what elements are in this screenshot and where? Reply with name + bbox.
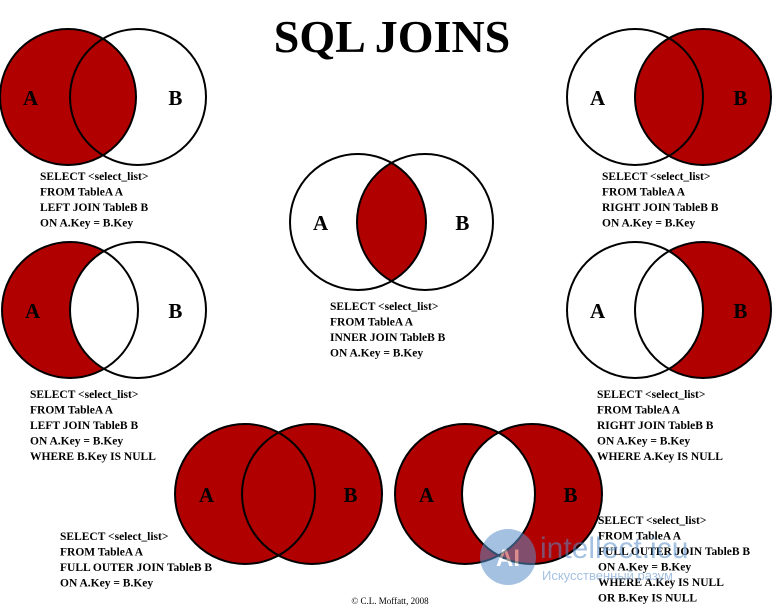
- circle-b-outline: [69, 28, 207, 166]
- join-diagram: A B SELECT <select_list> FROM TableA A FULL …: [60, 423, 383, 590]
- intersection: [462, 424, 535, 564]
- sql-line: RIGHT JOIN TableB B: [602, 202, 719, 214]
- sql-line: WHERE A.Key IS NULL: [597, 451, 723, 463]
- sql-line: WHERE B.Key IS NULL: [30, 451, 156, 463]
- watermark-brand: intellect.icu: [540, 532, 688, 565]
- circle-b-outline: [634, 241, 772, 379]
- label-a: A: [590, 299, 606, 323]
- title: SQL JOINS: [274, 11, 511, 62]
- label-a: A: [590, 86, 606, 110]
- circle-b-outline: [634, 28, 772, 166]
- label-a: A: [199, 483, 215, 507]
- watermark-logo-text: AI: [496, 545, 520, 572]
- intersection: [70, 29, 136, 165]
- circle-a-outline: [1, 241, 139, 379]
- sql-line: ON A.Key = B.Key: [602, 218, 695, 230]
- label-b: B: [455, 211, 469, 235]
- join-diagram: A B SELECT <select_list> FROM TableA A FULL …: [394, 423, 750, 605]
- label-a: A: [23, 86, 39, 110]
- label-b: B: [733, 86, 747, 110]
- copyright: © C.L. Moffatt, 2008: [351, 596, 429, 606]
- circle-a-outline: [0, 28, 137, 166]
- circle-b-outline: [69, 241, 207, 379]
- circle-a-outline: [289, 153, 427, 291]
- label-b: B: [168, 86, 182, 110]
- intersection: [242, 424, 315, 564]
- sql-line: FROM TableA A: [60, 547, 144, 559]
- circle-a-outline: [566, 241, 704, 379]
- sql-line: SELECT <select_list>: [330, 301, 438, 313]
- label-b: B: [563, 483, 577, 507]
- join-diagram: A B SELECT <select_list> FROM TableA A RIGHT…: [566, 28, 772, 230]
- sql-line: ON A.Key = B.Key: [597, 436, 690, 448]
- label-a: A: [313, 211, 329, 235]
- intersection: [635, 29, 703, 165]
- sql-line: ON A.Key = B.Key: [30, 436, 123, 448]
- watermark: AI intellect.icu Искусственный разум: [480, 529, 688, 585]
- circle-b-outline: [356, 153, 494, 291]
- sql-line: FROM TableA A: [40, 187, 124, 199]
- sql-line: SELECT <select_list>: [60, 531, 168, 543]
- sql-line: FULL OUTER JOIN TableB B: [598, 546, 750, 558]
- label-b: B: [168, 299, 182, 323]
- sql-line: FROM TableA A: [30, 405, 114, 417]
- sql-line: FROM TableA A: [598, 531, 682, 543]
- join-diagram: A B SELECT <select_list> FROM TableA A RIGHT…: [566, 241, 772, 463]
- sql-line: SELECT <select_list>: [597, 389, 705, 401]
- intersection: [635, 242, 703, 378]
- sql-line: FROM TableA A: [330, 317, 414, 329]
- sql-line: ON A.Key = B.Key: [330, 348, 423, 360]
- join-diagram: A B SELECT <select_list> FROM TableA A LEFT …: [1, 241, 207, 463]
- sql-line: SELECT <select_list>: [40, 171, 148, 183]
- circle-a-outline: [566, 28, 704, 166]
- join-diagram: A B SELECT <select_list> FROM TableA A LEFT …: [0, 28, 207, 230]
- sql-line: FROM TableA A: [602, 187, 686, 199]
- sql-line: SELECT <select_list>: [602, 171, 710, 183]
- sql-line: INNER JOIN TableB B: [330, 332, 446, 344]
- sql-line: ON A.Key = B.Key: [598, 562, 691, 574]
- sql-line: OR B.Key IS NULL: [598, 593, 697, 605]
- watermark-tagline: Искусственный разум: [542, 568, 673, 583]
- watermark-logo: [480, 529, 536, 585]
- sql-line: SELECT <select_list>: [598, 515, 706, 527]
- circle-b-outline: [241, 423, 383, 565]
- label-a: A: [25, 299, 41, 323]
- sql-line: FROM TableA A: [597, 405, 681, 417]
- sql-line: ON A.Key = B.Key: [60, 578, 153, 590]
- circle-a-outline: [174, 423, 316, 565]
- circle-a-outline: [394, 423, 536, 565]
- intersection: [70, 242, 138, 378]
- label-a: A: [419, 483, 435, 507]
- sql-line: LEFT JOIN TableB B: [40, 202, 148, 214]
- sql-line: ON A.Key = B.Key: [40, 218, 133, 230]
- sql-line: WHERE A.Key IS NULL: [598, 577, 724, 589]
- label-b: B: [733, 299, 747, 323]
- join-diagram: A B SELECT <select_list> FROM TableA A INNER…: [289, 153, 494, 360]
- sql-line: SELECT <select_list>: [30, 389, 138, 401]
- sql-line: LEFT JOIN TableB B: [30, 420, 138, 432]
- sql-line: RIGHT JOIN TableB B: [597, 420, 714, 432]
- label-b: B: [343, 483, 357, 507]
- sql-line: FULL OUTER JOIN TableB B: [60, 562, 212, 574]
